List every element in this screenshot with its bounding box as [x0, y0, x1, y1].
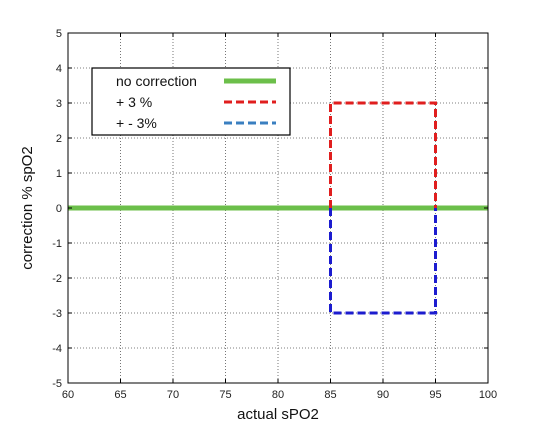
legend-label-3: + - 3% [116, 115, 157, 131]
legend-label-1: no correction [116, 73, 197, 89]
legend: no correction + 3 % + - 3% [91, 67, 291, 136]
series-group [68, 101, 488, 315]
x-tick-label: 90 [377, 389, 389, 401]
x-tick-label: 75 [219, 389, 231, 401]
y-axis-label: correction % spO2 [19, 146, 36, 269]
y-tick-label: -2 [52, 273, 62, 285]
x-tick-label: 80 [272, 389, 284, 401]
series-line-3 [329, 208, 437, 315]
y-tick-label: -4 [52, 343, 62, 355]
y-tick-label: 2 [56, 133, 62, 145]
x-tick-label: 65 [114, 389, 126, 401]
y-tick-label: -5 [52, 378, 62, 390]
legend-label-2: + 3 % [116, 94, 152, 110]
x-tick-label: 100 [479, 389, 497, 401]
y-tick-label: -1 [52, 238, 62, 250]
x-axis-label: actual sPO2 [237, 406, 319, 423]
x-tick-label: 60 [62, 389, 74, 401]
y-tick-label: 4 [56, 63, 62, 75]
x-tick-label: 70 [167, 389, 179, 401]
axis-ticks: 60 65 70 75 80 85 90 95 100 -5 -4 -3 -2 -1 0 1 2 3 4 5 [52, 28, 497, 401]
x-tick-label: 95 [429, 389, 441, 401]
y-tick-label: 1 [56, 168, 62, 180]
y-tick-label: 5 [56, 28, 62, 40]
x-tick-label: 85 [324, 389, 336, 401]
y-tick-label: -3 [52, 308, 62, 320]
y-tick-label: 0 [56, 203, 62, 215]
series-line-2 [329, 101, 437, 208]
y-tick-label: 3 [56, 98, 62, 110]
